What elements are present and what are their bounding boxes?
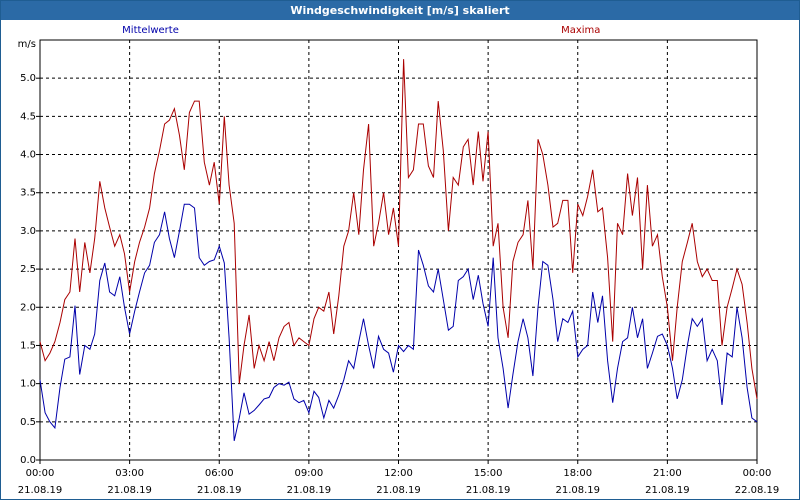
x-tick-date-label: 21.08.19 [107, 485, 152, 496]
x-tick-date-label: 22.08.19 [735, 485, 780, 496]
x-tick-time-label: 12:00 [384, 468, 413, 479]
x-tick-date-label: 21.08.19 [197, 485, 242, 496]
x-tick-date-label: 21.08.19 [645, 485, 690, 496]
y-tick-label: 3.5 [20, 188, 36, 199]
y-tick-label: 3.0 [20, 226, 36, 237]
y-tick-label: 0.5 [20, 417, 36, 428]
y-tick-label: 1.0 [20, 379, 36, 390]
y-tick-label: 2.0 [20, 302, 36, 313]
x-tick-date-label: 21.08.19 [466, 485, 511, 496]
y-tick-label: 4.5 [20, 111, 36, 122]
x-tick-time-label: 03:00 [115, 468, 144, 479]
x-tick-date-label: 21.08.19 [376, 485, 421, 496]
series-line-maxima [39, 59, 758, 399]
y-tick-label: 5.0 [20, 73, 36, 84]
legend-label-mittelwerte: Mittelwerte [122, 25, 179, 36]
x-tick-time-label: 18:00 [563, 468, 592, 479]
x-tick-time-label: 06:00 [205, 468, 234, 479]
y-tick-label: 4.0 [20, 150, 36, 161]
x-tick-time-label: 00:00 [26, 468, 55, 479]
window-title: Windgeschwindigkeit [m/s] skaliert [1, 1, 799, 20]
y-tick-label: 1.5 [20, 340, 36, 351]
x-tick-time-label: 00:00 [743, 468, 772, 479]
x-tick-time-label: 21:00 [653, 468, 682, 479]
y-tick-label: 0.0 [20, 455, 36, 466]
series-line-mittelwerte [39, 203, 758, 442]
y-tick-label: 2.5 [20, 264, 36, 275]
x-tick-date-label: 21.08.19 [287, 485, 332, 496]
x-tick-date-label: 21.08.19 [555, 485, 600, 496]
x-tick-time-label: 09:00 [294, 468, 323, 479]
y-axis-unit: m/s [18, 39, 36, 50]
x-tick-date-label: 21.08.19 [18, 485, 63, 496]
x-tick-time-label: 15:00 [474, 468, 503, 479]
legend-label-maxima: Maxima [561, 25, 600, 36]
